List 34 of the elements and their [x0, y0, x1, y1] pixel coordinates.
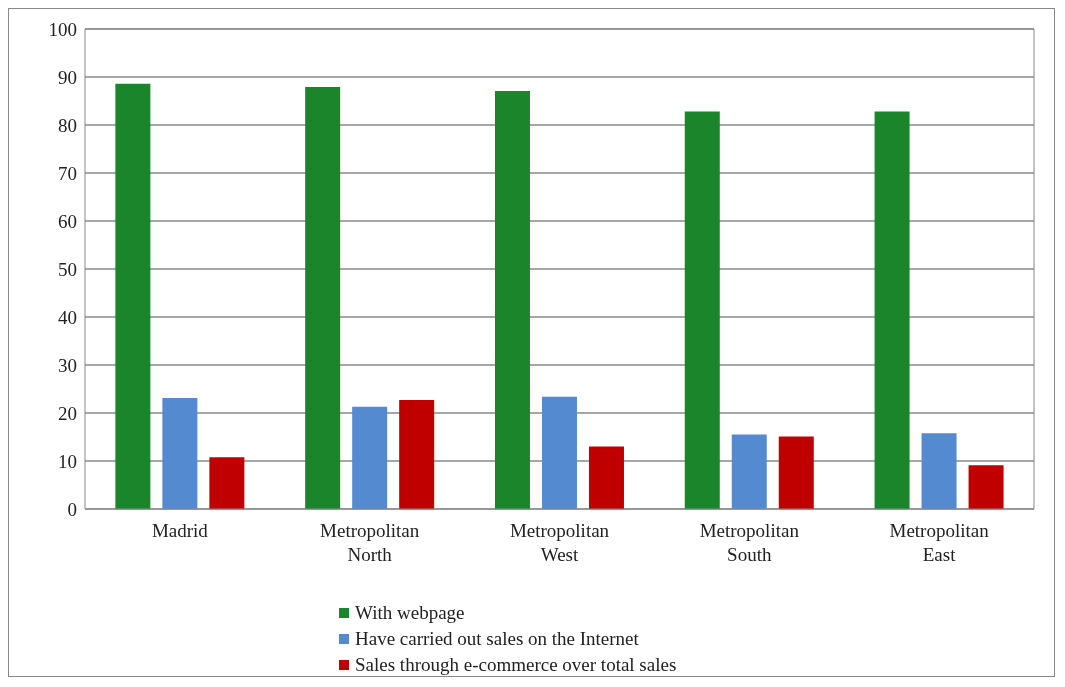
bar [352, 406, 388, 509]
legend-label: Sales through e-commerce over total sales [355, 654, 677, 676]
y-tick-label: 30 [58, 354, 77, 376]
y-tick-label: 70 [58, 162, 77, 184]
legend-label: Have carried out sales on the Internet [355, 628, 639, 650]
bar [494, 90, 530, 509]
bar [162, 398, 198, 509]
bar [209, 457, 245, 509]
y-tick-label: 100 [48, 18, 77, 40]
bar [541, 396, 577, 509]
x-tick-label: Metropolitan West [509, 520, 610, 565]
bar [399, 400, 435, 509]
x-tick-label: Metropolitan South [699, 520, 800, 565]
bar [921, 433, 957, 509]
bar [778, 436, 814, 509]
y-tick-label: 10 [58, 450, 77, 472]
y-tick-label: 50 [58, 258, 77, 280]
x-tick-label: Metropolitan North [320, 520, 420, 565]
bar [731, 434, 767, 509]
y-tick-label: 0 [67, 498, 77, 520]
y-tick-label: 40 [58, 306, 77, 328]
bar [305, 87, 341, 509]
bar [874, 111, 910, 509]
bar [968, 465, 1004, 509]
legend-label: With webpage [355, 602, 465, 624]
bar [588, 446, 624, 509]
y-tick-label: 80 [58, 114, 77, 136]
bar [115, 83, 151, 509]
y-tick-label: 60 [58, 210, 77, 232]
x-tick-label: Madrid [151, 520, 209, 541]
y-tick-label: 90 [58, 66, 77, 88]
x-tick-label: Metropolitan East [889, 520, 990, 565]
bar [684, 111, 720, 509]
y-tick-label: 20 [58, 402, 77, 424]
